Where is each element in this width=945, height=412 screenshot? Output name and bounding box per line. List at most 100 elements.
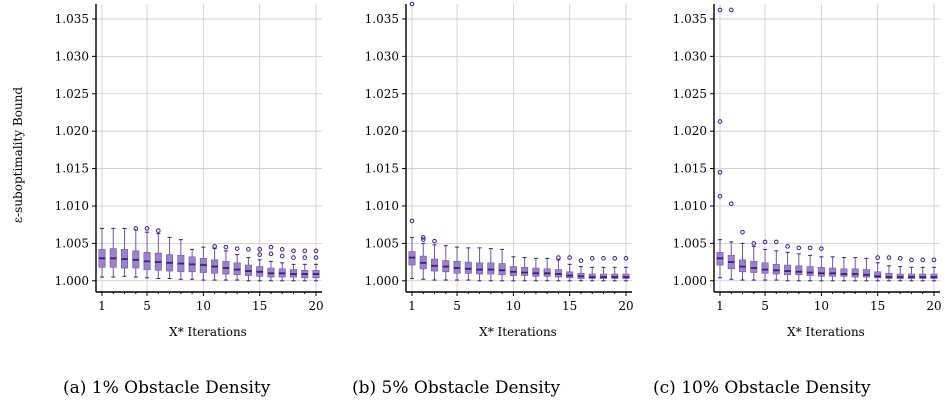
box bbox=[761, 262, 769, 274]
outlier-point bbox=[212, 244, 217, 249]
outlier-point bbox=[409, 218, 415, 224]
panel-c-caption: (c) 10% Obstacle Density bbox=[653, 378, 871, 398]
panel-b-caption: (b) 5% Obstacle Density bbox=[352, 378, 561, 398]
outlier-point bbox=[268, 244, 274, 250]
outlier-point bbox=[717, 193, 723, 199]
y-tick-label: 1.015 bbox=[365, 162, 399, 176]
panel-c-marks: 1.000 1.005 1.010 1.015 1.020 1.025 1.030 1.035… bbox=[673, 4, 942, 313]
outlier-point bbox=[420, 237, 426, 242]
y-tick-label: 1.025 bbox=[365, 87, 399, 101]
x-tick-label: 15 bbox=[870, 299, 885, 313]
outlier-point bbox=[279, 253, 285, 259]
outlier-point bbox=[257, 252, 262, 257]
outlier-point bbox=[246, 247, 251, 252]
panel-a-marks: 1.000 1.005 1.010 1.015 1.020 1.025 1.030 1.035… bbox=[55, 4, 324, 313]
box bbox=[464, 261, 472, 274]
outlier-point bbox=[302, 255, 308, 260]
panel-c: 1.000 1.005 1.010 1.015 1.020 1.025 1.030 1.035… bbox=[673, 4, 942, 339]
box bbox=[532, 267, 540, 277]
outlier-point bbox=[556, 255, 561, 260]
outlier-point bbox=[133, 226, 139, 231]
box bbox=[840, 268, 848, 277]
outlier-point bbox=[807, 245, 813, 251]
outlier-point bbox=[601, 256, 606, 261]
box bbox=[829, 267, 837, 277]
outlier-point bbox=[589, 256, 595, 261]
y-tick-label: 1.030 bbox=[55, 49, 89, 63]
panel-a: 1.000 1.005 1.010 1.015 1.020 1.025 1.030 1.035… bbox=[55, 4, 324, 339]
y-tick-label: 1.030 bbox=[365, 49, 399, 63]
box bbox=[750, 261, 758, 273]
y-tick-label: 1.020 bbox=[365, 124, 399, 138]
box bbox=[521, 267, 529, 276]
outlier-point bbox=[785, 244, 790, 249]
figure: ε-suboptimality Bound 1.0001.0051.0101.0… bbox=[11, 1, 942, 339]
outlier-point bbox=[223, 244, 229, 250]
y-tick-label: 1.000 bbox=[55, 274, 89, 288]
box bbox=[476, 262, 484, 275]
box bbox=[885, 272, 893, 279]
panel-b-x-axis-label: X* Iterations bbox=[479, 325, 557, 339]
x-tick-label: 20 bbox=[926, 299, 941, 313]
y-tick-label: 1.005 bbox=[55, 236, 89, 250]
y-tick-label: 1.030 bbox=[673, 49, 707, 63]
box bbox=[806, 266, 814, 276]
outlier-point bbox=[717, 7, 723, 13]
outlier-point bbox=[234, 246, 240, 251]
panel-b: 1.000 1.005 1.010 1.015 1.020 1.025 1.030 1.035… bbox=[365, 1, 634, 339]
y-tick-label: 1.015 bbox=[55, 162, 89, 176]
panel-a-x-axis-label: X* Iterations bbox=[169, 325, 247, 339]
y-tick-label: 1.020 bbox=[673, 124, 707, 138]
outlier-point bbox=[279, 247, 285, 252]
x-tick-label: 15 bbox=[562, 299, 577, 313]
x-tick-label: 5 bbox=[143, 299, 151, 313]
y-tick-label: 1.035 bbox=[673, 12, 707, 26]
outlier-point bbox=[728, 7, 734, 13]
box bbox=[772, 264, 780, 275]
outlier-point bbox=[717, 119, 723, 124]
outlier-point bbox=[612, 256, 618, 261]
y-tick-label: 1.015 bbox=[673, 162, 707, 176]
outlier-point bbox=[796, 245, 802, 251]
box bbox=[862, 269, 870, 278]
outlier-point bbox=[291, 255, 296, 260]
outlier-point bbox=[291, 248, 296, 254]
box bbox=[851, 268, 859, 278]
x-tick-label: 10 bbox=[814, 299, 829, 313]
outlier-point bbox=[751, 241, 757, 246]
box bbox=[498, 263, 506, 276]
x-tick-label: 5 bbox=[453, 299, 461, 313]
box bbox=[874, 271, 882, 279]
box bbox=[487, 262, 495, 275]
panel-c-x-axis-label: X* Iterations bbox=[787, 325, 865, 339]
x-tick-label: 15 bbox=[252, 299, 267, 313]
outlier-point bbox=[623, 256, 629, 261]
box bbox=[795, 265, 803, 276]
outlier-point bbox=[920, 257, 926, 263]
box bbox=[784, 264, 792, 276]
outlier-point bbox=[762, 239, 768, 245]
y-tick-label: 1.025 bbox=[55, 87, 89, 101]
y-tick-label: 1.035 bbox=[55, 12, 89, 26]
x-tick-label: 10 bbox=[506, 299, 521, 313]
outlier-point bbox=[909, 257, 914, 263]
outlier-point bbox=[420, 235, 426, 240]
y-tick-label: 1.010 bbox=[365, 199, 399, 213]
outlier-point bbox=[302, 248, 308, 254]
outlier-point bbox=[432, 238, 437, 244]
x-tick-label: 20 bbox=[308, 299, 323, 313]
outlier-point bbox=[409, 1, 415, 7]
outlier-point bbox=[819, 246, 824, 251]
outlier-point bbox=[897, 256, 903, 261]
y-tick-label: 1.035 bbox=[365, 12, 399, 26]
x-tick-label: 10 bbox=[196, 299, 211, 313]
y-tick-label: 1.010 bbox=[673, 199, 707, 213]
outlier-point bbox=[144, 226, 150, 231]
x-tick-label: 1 bbox=[408, 299, 416, 313]
outlier-point bbox=[268, 251, 274, 257]
outlier-point bbox=[740, 229, 745, 235]
y-tick-label: 1.000 bbox=[365, 274, 399, 288]
y-tick-label: 1.005 bbox=[365, 236, 399, 250]
outlier-point bbox=[931, 257, 937, 263]
outlier-point bbox=[717, 170, 723, 175]
